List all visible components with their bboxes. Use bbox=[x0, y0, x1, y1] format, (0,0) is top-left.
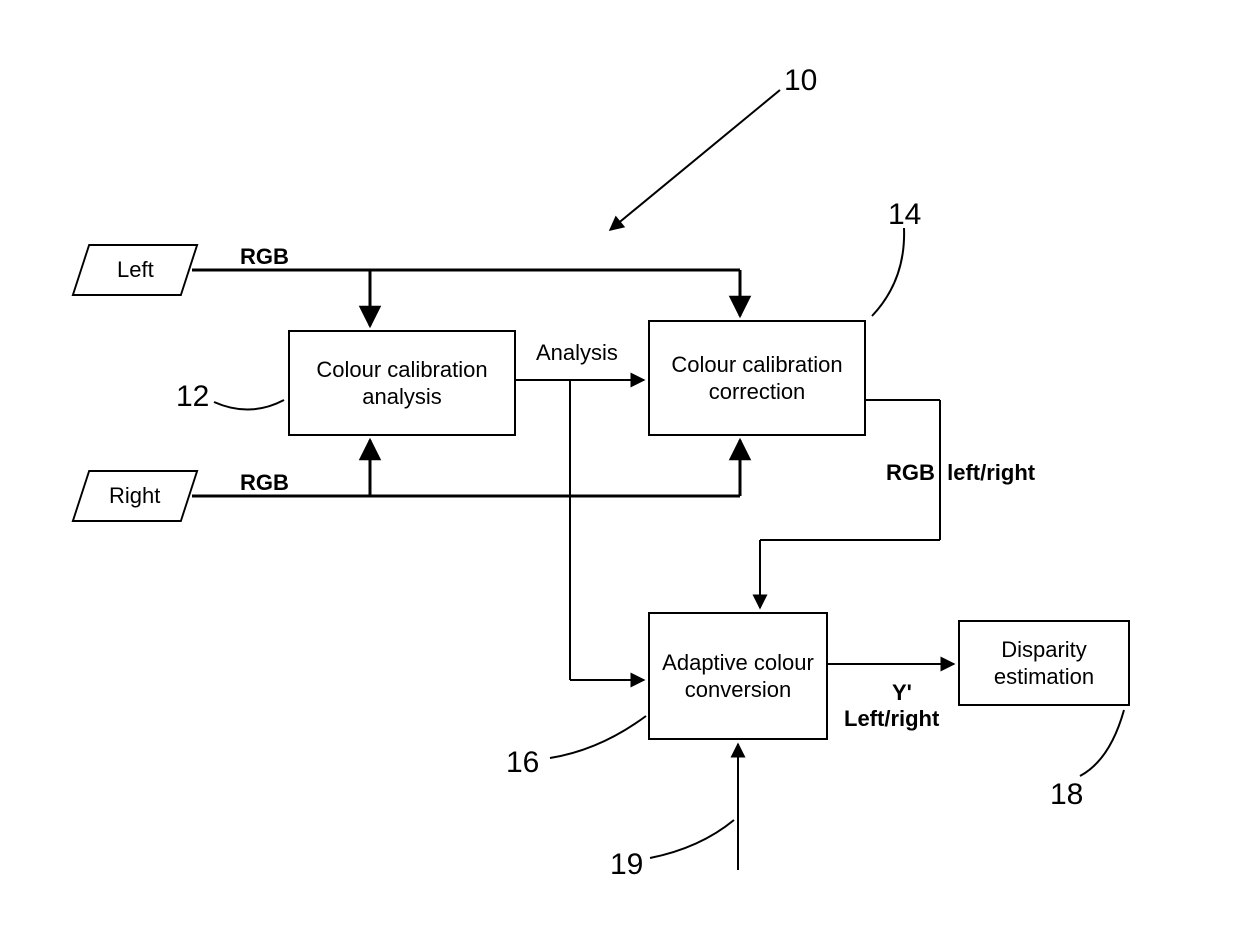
input-left: Left bbox=[72, 244, 199, 296]
node-adaptive: Adaptive colour conversion bbox=[648, 612, 828, 740]
right-conn-label: RGB bbox=[240, 470, 289, 496]
ref-14: 14 bbox=[888, 198, 921, 232]
ref-18: 18 bbox=[1050, 778, 1083, 812]
node-analysis-label: Colour calibration analysis bbox=[290, 356, 514, 411]
node-correction-label: Colour calibration correction bbox=[650, 351, 864, 406]
node-disparity-label: Disparity estimation bbox=[960, 636, 1128, 691]
ref-12: 12 bbox=[176, 380, 209, 414]
ref-10: 10 bbox=[784, 64, 817, 98]
edge-label-adaptive-out-2: Left/right bbox=[844, 706, 939, 732]
node-analysis: Colour calibration analysis bbox=[288, 330, 516, 436]
node-disparity: Disparity estimation bbox=[958, 620, 1130, 706]
input-left-label: Left bbox=[117, 257, 154, 283]
node-correction: Colour calibration correction bbox=[648, 320, 866, 436]
left-conn-label: RGB bbox=[240, 244, 289, 270]
node-adaptive-label: Adaptive colour conversion bbox=[650, 649, 826, 704]
edge-label-adaptive-out-1: Y' bbox=[892, 680, 912, 706]
edge-label-analysis: Analysis bbox=[536, 340, 618, 366]
ref-19: 19 bbox=[610, 848, 643, 882]
ref-16: 16 bbox=[506, 746, 539, 780]
edge-label-correction-out: RGB left/right bbox=[886, 460, 1035, 486]
input-right-label: Right bbox=[109, 483, 160, 509]
diagram-canvas: Left Right RGB RGB Colour calibration an… bbox=[0, 0, 1240, 936]
input-right: Right bbox=[72, 470, 199, 522]
